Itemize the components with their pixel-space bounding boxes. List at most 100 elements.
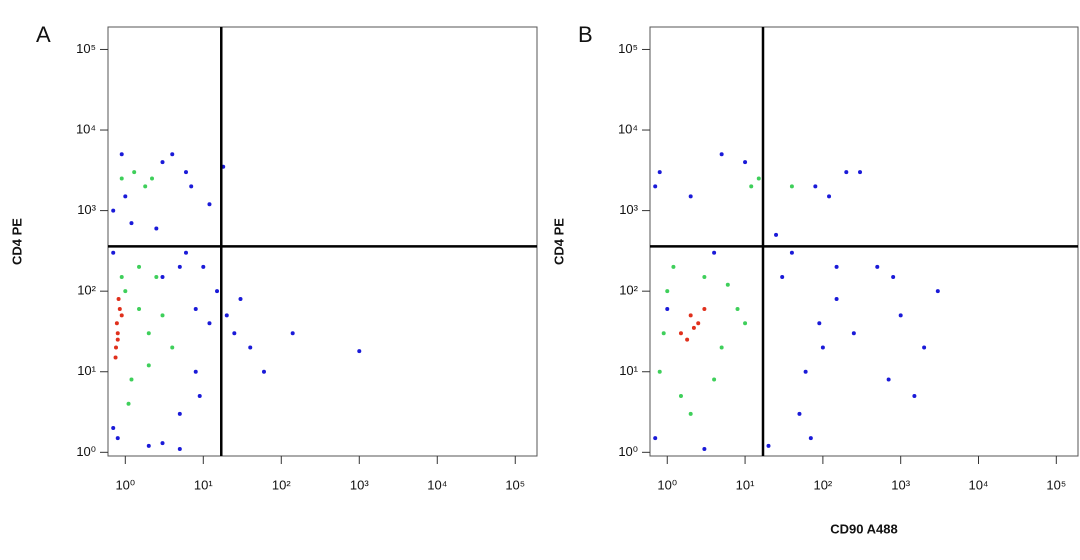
data-point	[712, 377, 717, 382]
y-tick-label: 10²	[619, 283, 638, 298]
data-point	[891, 274, 896, 279]
data-point	[808, 436, 813, 441]
data-point	[756, 176, 761, 181]
data-point	[922, 345, 927, 350]
x-tick-label: 10⁵	[1046, 477, 1066, 492]
data-point	[813, 184, 818, 189]
x-tick-label: 10⁰	[657, 477, 677, 492]
data-point	[189, 184, 194, 189]
data-point	[137, 307, 142, 312]
data-point	[702, 274, 707, 279]
x-tick-label: 10¹	[736, 477, 755, 492]
data-point	[653, 436, 658, 441]
y-tick-label: 10²	[77, 283, 96, 298]
data-point	[193, 369, 198, 374]
data-point	[735, 307, 740, 312]
data-point	[115, 331, 120, 336]
data-point	[154, 274, 159, 279]
data-point	[357, 349, 362, 354]
data-point	[912, 393, 917, 398]
data-point	[743, 321, 748, 326]
data-point	[170, 152, 175, 157]
data-point	[132, 170, 137, 175]
x-tick-label: 10³	[350, 477, 369, 492]
data-point	[834, 264, 839, 269]
data-point	[290, 331, 295, 336]
data-point	[817, 321, 822, 326]
data-point	[224, 313, 229, 318]
data-point	[177, 411, 182, 416]
data-point	[691, 325, 696, 330]
data-point	[712, 250, 717, 255]
data-point	[123, 289, 128, 294]
data-point	[113, 355, 118, 360]
data-point	[725, 282, 730, 287]
data-point	[238, 296, 243, 301]
panel-label: B	[578, 22, 593, 47]
data-point	[193, 307, 198, 312]
data-point	[117, 307, 122, 312]
data-point	[261, 369, 266, 374]
data-point	[665, 307, 670, 312]
y-tick-label: 10³	[619, 202, 638, 217]
data-point	[183, 170, 188, 175]
data-point	[183, 250, 188, 255]
plot-frame	[649, 26, 1079, 457]
data-point	[114, 345, 119, 350]
y-tick-label: 10¹	[619, 363, 638, 378]
data-point	[803, 369, 808, 374]
data-point	[248, 345, 253, 350]
data-point	[143, 184, 148, 189]
y-axis-label: CD4 PE	[551, 218, 566, 265]
data-point	[774, 232, 779, 237]
data-point	[688, 411, 693, 416]
data-point	[935, 289, 940, 294]
data-point	[201, 264, 206, 269]
data-point	[844, 170, 849, 175]
data-point	[665, 289, 670, 294]
data-point	[232, 331, 237, 336]
y-tick-label: 10⁰	[618, 444, 638, 459]
data-point	[719, 345, 724, 350]
data-point	[207, 202, 212, 207]
data-point	[160, 313, 165, 318]
y-axis-label: CD4 PE	[9, 218, 24, 265]
data-point	[119, 176, 124, 181]
data-point	[789, 250, 794, 255]
data-point	[820, 345, 825, 350]
data-point	[119, 313, 124, 318]
data-point	[170, 345, 175, 350]
x-tick-label: 10²	[272, 477, 291, 492]
data-point	[886, 377, 891, 382]
x-tick-label: 10⁴	[968, 477, 988, 492]
data-point	[215, 289, 220, 294]
data-point	[685, 337, 690, 342]
data-point	[146, 363, 151, 368]
data-point	[111, 208, 116, 213]
data-point	[898, 313, 903, 318]
x-tick-label: 10⁵	[505, 477, 525, 492]
data-point	[780, 274, 785, 279]
y-tick-label: 10⁴	[76, 121, 96, 136]
data-point	[702, 446, 707, 451]
data-point	[119, 274, 124, 279]
data-point	[696, 321, 701, 326]
data-point	[116, 296, 121, 301]
data-point	[177, 446, 182, 451]
data-point	[661, 331, 666, 336]
y-tick-label: 10³	[77, 202, 96, 217]
x-tick-label: 10²	[813, 477, 832, 492]
data-point	[123, 194, 128, 199]
plot-frame	[107, 26, 538, 457]
y-tick-label: 10⁵	[618, 41, 638, 56]
x-tick-label: 10³	[891, 477, 910, 492]
x-axis-label: CD90 A488	[830, 521, 897, 536]
data-point	[657, 369, 662, 374]
data-point	[678, 331, 683, 336]
data-point	[115, 337, 120, 342]
data-point	[702, 307, 707, 312]
data-point	[875, 264, 880, 269]
data-point	[719, 152, 724, 157]
data-point	[653, 184, 658, 189]
